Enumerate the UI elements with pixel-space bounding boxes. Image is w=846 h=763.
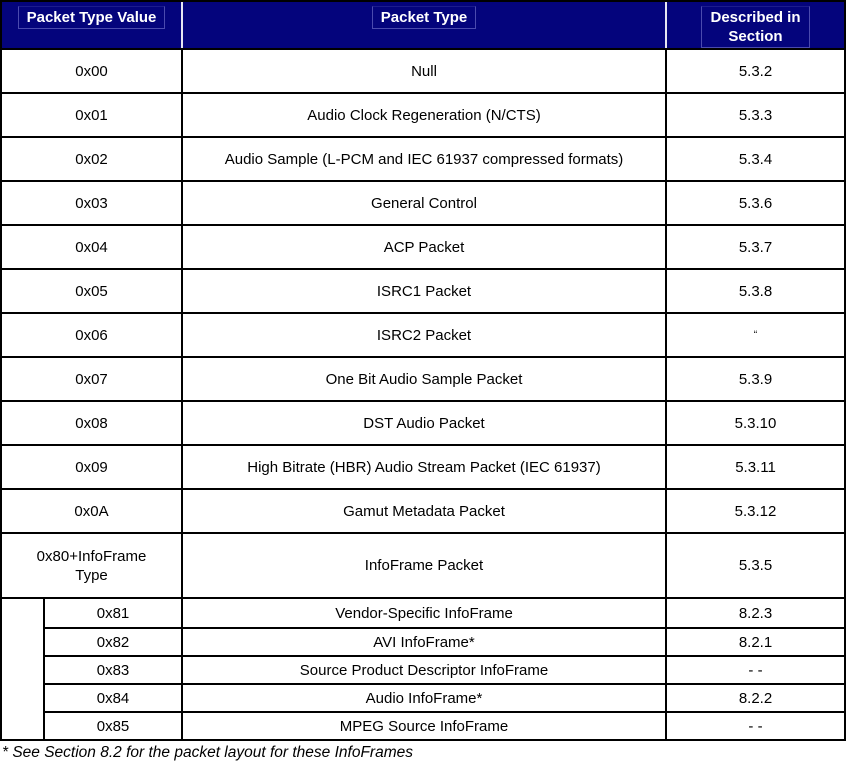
packet-type-cell: MPEG Source InfoFrame [181,711,665,739]
header-label: Packet Type Value [17,6,166,29]
packet-type-cell: General Control [181,182,665,224]
table-row: 0x03 General Control 5.3.6 [2,180,844,224]
header-label: Packet Type [371,6,477,29]
packet-type-value-cell: 0x01 [75,106,108,124]
packet-type-cell: Audio Sample (L-PCM and IEC 61937 compre… [181,138,665,180]
table-row: 0x00 Null 5.3.2 [2,48,844,92]
section-cell: 5.3.5 [665,534,844,597]
section-cell: 5.3.12 [665,490,844,532]
packet-type-value-cell: 0x04 [75,238,108,256]
packet-type-cell: Audio Clock Regeneration (N/CTS) [181,94,665,136]
header-described-in-section: Described in Section [665,2,844,48]
packet-type-cell: AVI InfoFrame* [181,627,665,655]
packet-type-cell: Audio InfoFrame* [181,683,665,711]
packet-type-cell: High Bitrate (HBR) Audio Stream Packet (… [181,446,665,488]
packet-type-value-cell: 0x80+InfoFrame Type [36,547,147,584]
infoframe-subtable: 0x81 Vendor-Specific InfoFrame 8.2.3 0x8… [2,597,844,739]
packet-type-cell: ISRC1 Packet [181,270,665,312]
table-row: 0x06 ISRC2 Packet “ [2,312,844,356]
footnote: * See Section 8.2 for the packet layout … [2,744,413,761]
section-cell: 5.3.6 [665,182,844,224]
table-row: 0x0A Gamut Metadata Packet 5.3.12 [2,488,844,532]
table-row: 0x05 ISRC1 Packet 5.3.8 [2,268,844,312]
packet-type-cell: Null [181,50,665,92]
packet-type-value-cell: 0x03 [75,194,108,212]
section-cell: 5.3.11 [665,446,844,488]
packet-type-value-cell: 0x85 [45,711,181,739]
header-packet-type-value: Packet Type Value [2,2,181,48]
packet-type-cell: ISRC2 Packet [181,314,665,356]
packet-type-value-cell: 0x00 [75,62,108,80]
table-row: 0x08 DST Audio Packet 5.3.10 [2,400,844,444]
packet-type-cell: InfoFrame Packet [181,534,665,597]
section-cell: 5.3.10 [665,402,844,444]
packet-type-value-cell: 0x07 [75,370,108,388]
packet-type-value-cell: 0x83 [45,655,181,683]
packet-type-cell: Source Product Descriptor InfoFrame [181,655,665,683]
packet-type-value-cell: 0x08 [75,414,108,432]
packet-type-value-cell: 0x06 [75,326,108,344]
packet-type-value-cell: 0x05 [75,282,108,300]
packet-type-cell: ACP Packet [181,226,665,268]
section-cell: 5.3.3 [665,94,844,136]
header-label: Described in Section [701,6,810,48]
section-cell: 5.3.7 [665,226,844,268]
table-row: 0x02 Audio Sample (L-PCM and IEC 61937 c… [2,136,844,180]
section-cell: - - [665,711,844,739]
section-cell: 8.2.1 [665,627,844,655]
table-row: 0x07 One Bit Audio Sample Packet 5.3.9 [2,356,844,400]
section-cell-ditto-mark: “ [665,314,844,356]
packet-type-value-cell: 0x02 [75,150,108,168]
table-header-row: Packet Type Value Packet Type Described … [2,2,844,48]
header-packet-type: Packet Type [181,2,665,48]
packet-type-value-cell: 0x82 [45,627,181,655]
section-cell: 8.2.3 [665,599,844,627]
packet-type-cell: Gamut Metadata Packet [181,490,665,532]
section-cell: 5.3.9 [665,358,844,400]
packet-type-cell: One Bit Audio Sample Packet [181,358,665,400]
section-cell: 5.3.2 [665,50,844,92]
section-cell: 5.3.8 [665,270,844,312]
table-row: 0x09 High Bitrate (HBR) Audio Stream Pac… [2,444,844,488]
packet-type-value-cell: 0x81 [96,604,130,622]
subtable-indent-cell [2,599,45,739]
section-cell: 5.3.4 [665,138,844,180]
table-row: 0x01 Audio Clock Regeneration (N/CTS) 5.… [2,92,844,136]
packet-type-value-cell: 0x84 [45,683,181,711]
packet-type-cell: Vendor-Specific InfoFrame [181,599,665,627]
table-row-infoframe: 0x80+InfoFrame Type InfoFrame Packet 5.3… [2,532,844,597]
packet-type-table: Packet Type Value Packet Type Described … [0,0,846,741]
packet-type-cell: DST Audio Packet [181,402,665,444]
table-row: 0x04 ACP Packet 5.3.7 [2,224,844,268]
section-cell: 8.2.2 [665,683,844,711]
packet-type-value-cell: 0x0A [74,502,109,520]
section-cell: - - [665,655,844,683]
packet-type-value-cell: 0x09 [75,458,108,476]
